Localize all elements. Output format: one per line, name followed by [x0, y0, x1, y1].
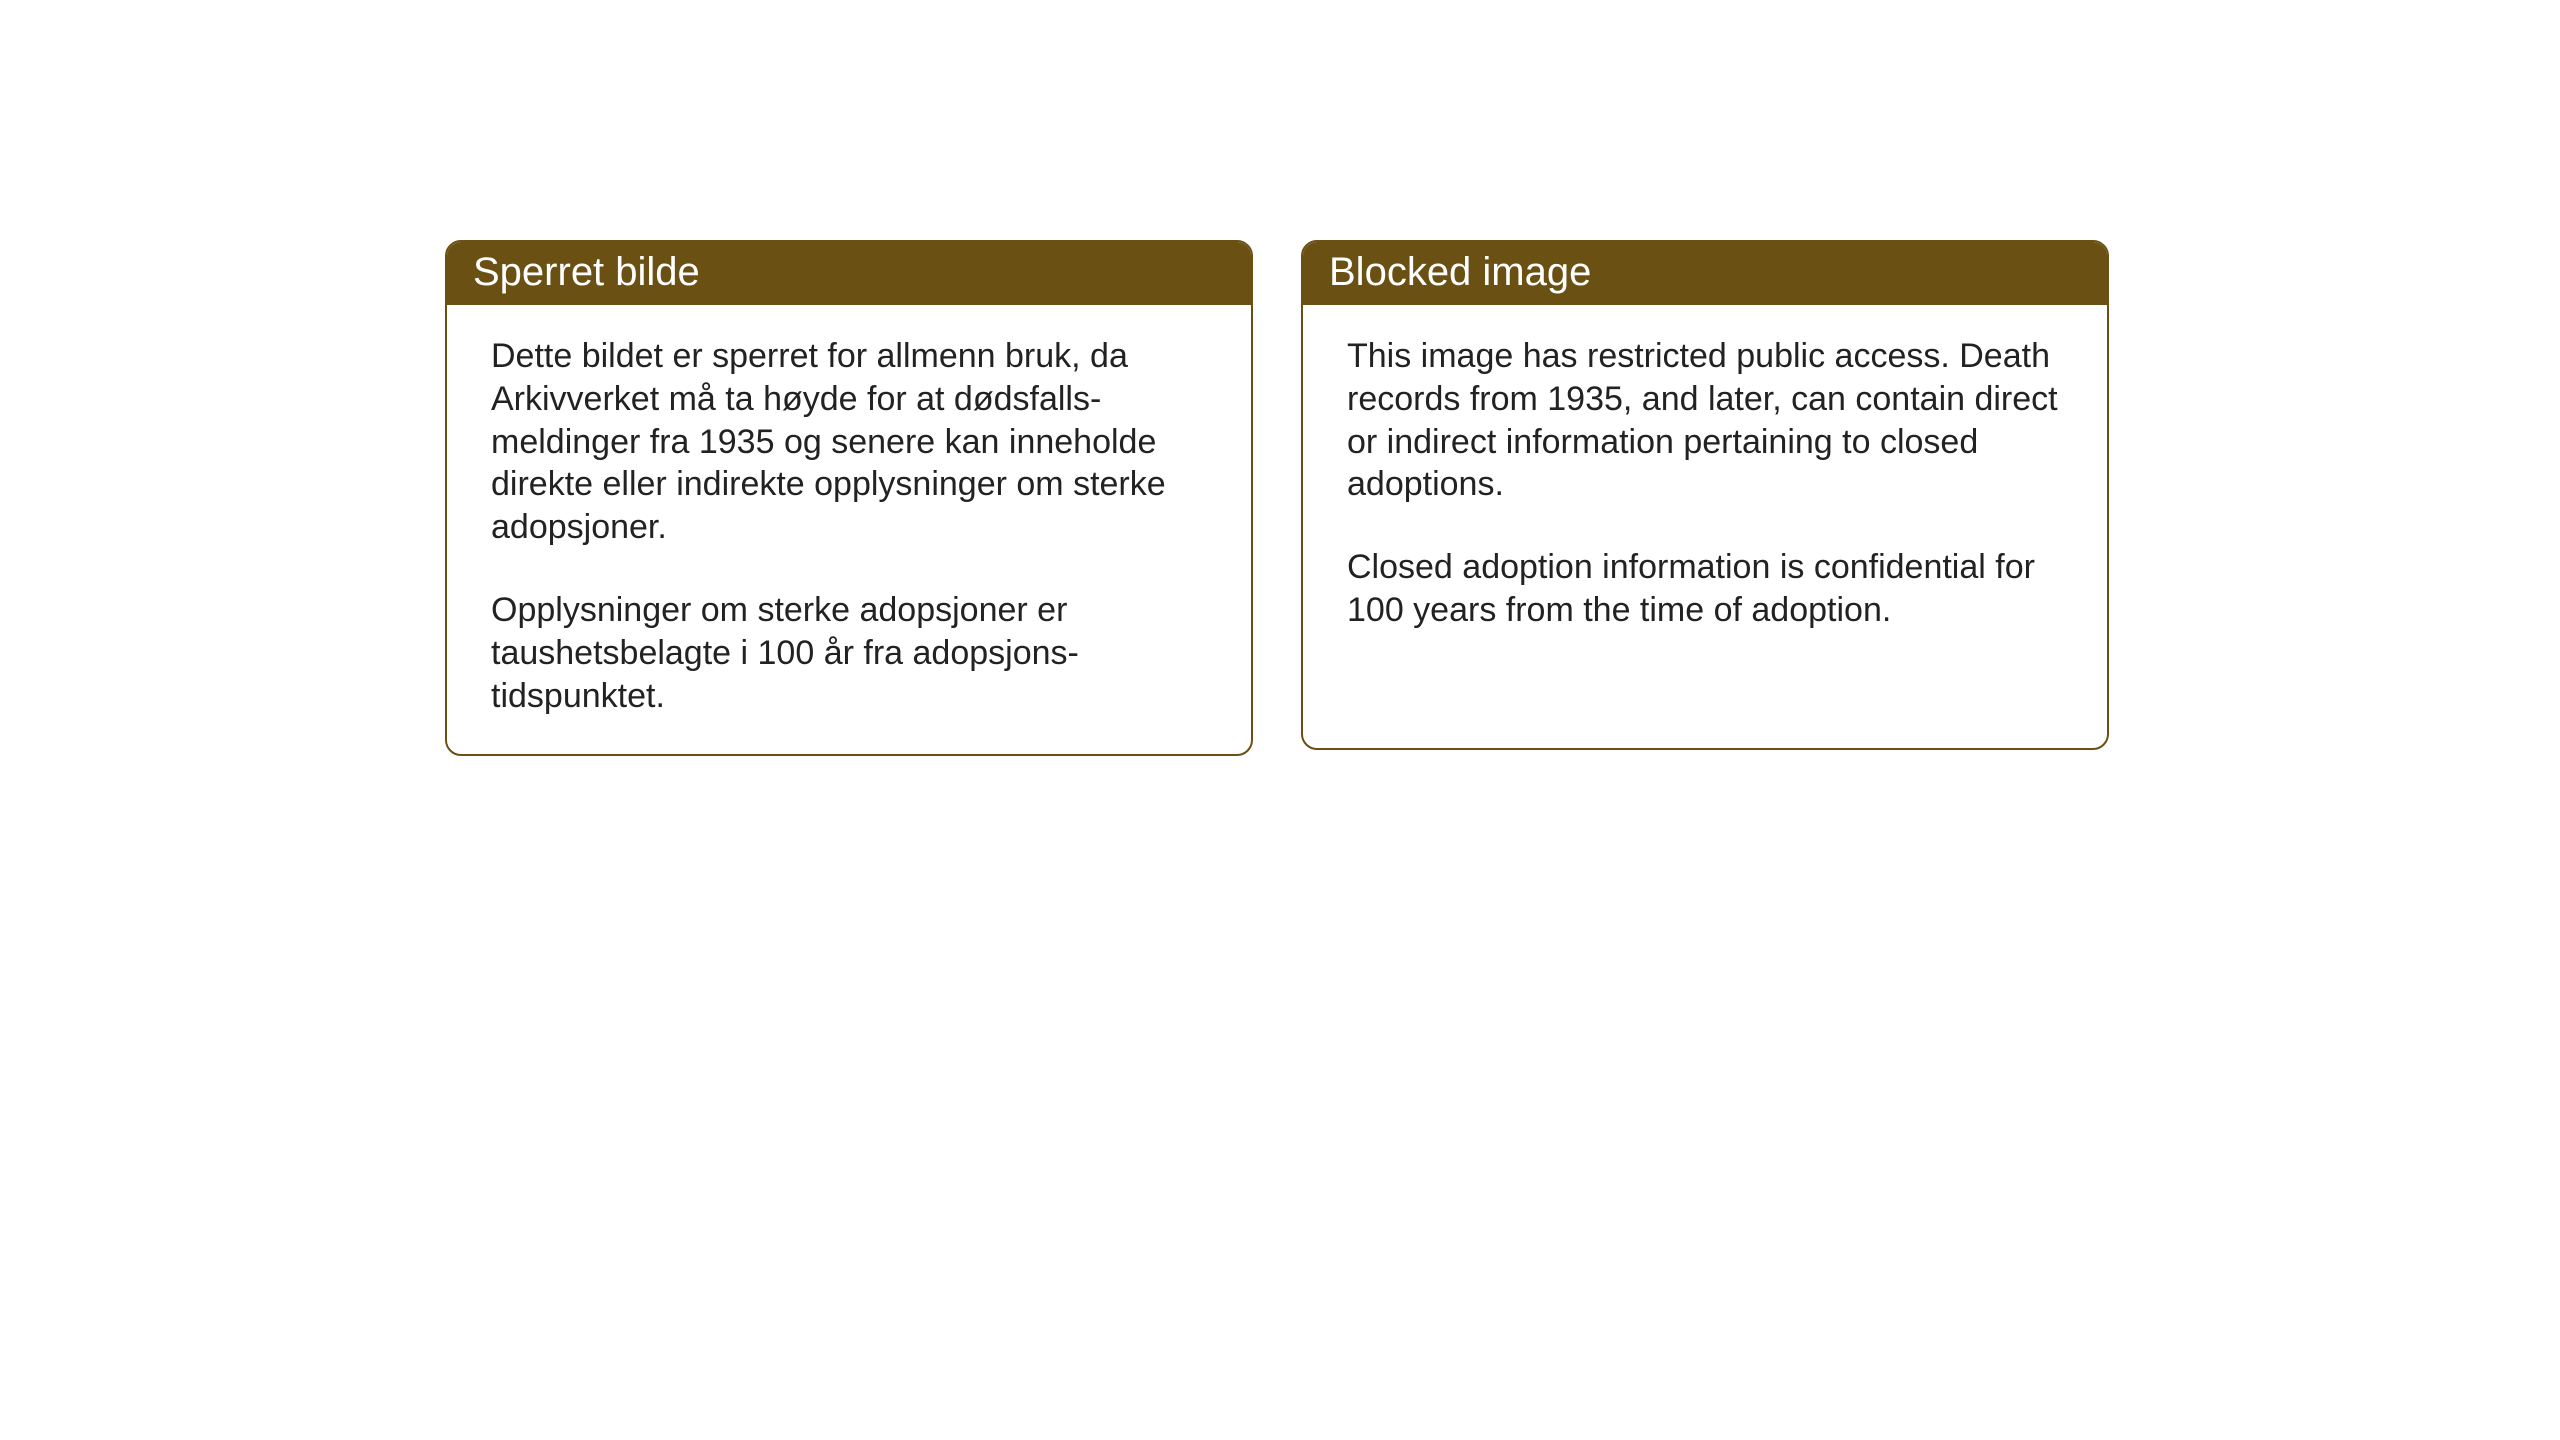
card-body-norwegian: Dette bildet er sperret for allmenn bruk…	[447, 305, 1251, 754]
notice-paragraph: This image has restricted public access.…	[1347, 335, 2063, 506]
card-header-norwegian: Sperret bilde	[447, 242, 1251, 305]
notice-paragraph: Dette bildet er sperret for allmenn bruk…	[491, 335, 1207, 549]
notice-paragraph: Opplysninger om sterke adopsjoner er tau…	[491, 589, 1207, 717]
notice-container: Sperret bilde Dette bildet er sperret fo…	[0, 0, 2560, 756]
notice-card-english: Blocked image This image has restricted …	[1301, 240, 2109, 750]
card-body-english: This image has restricted public access.…	[1303, 305, 2107, 668]
notice-paragraph: Closed adoption information is confident…	[1347, 546, 2063, 632]
card-header-english: Blocked image	[1303, 242, 2107, 305]
notice-card-norwegian: Sperret bilde Dette bildet er sperret fo…	[445, 240, 1253, 756]
